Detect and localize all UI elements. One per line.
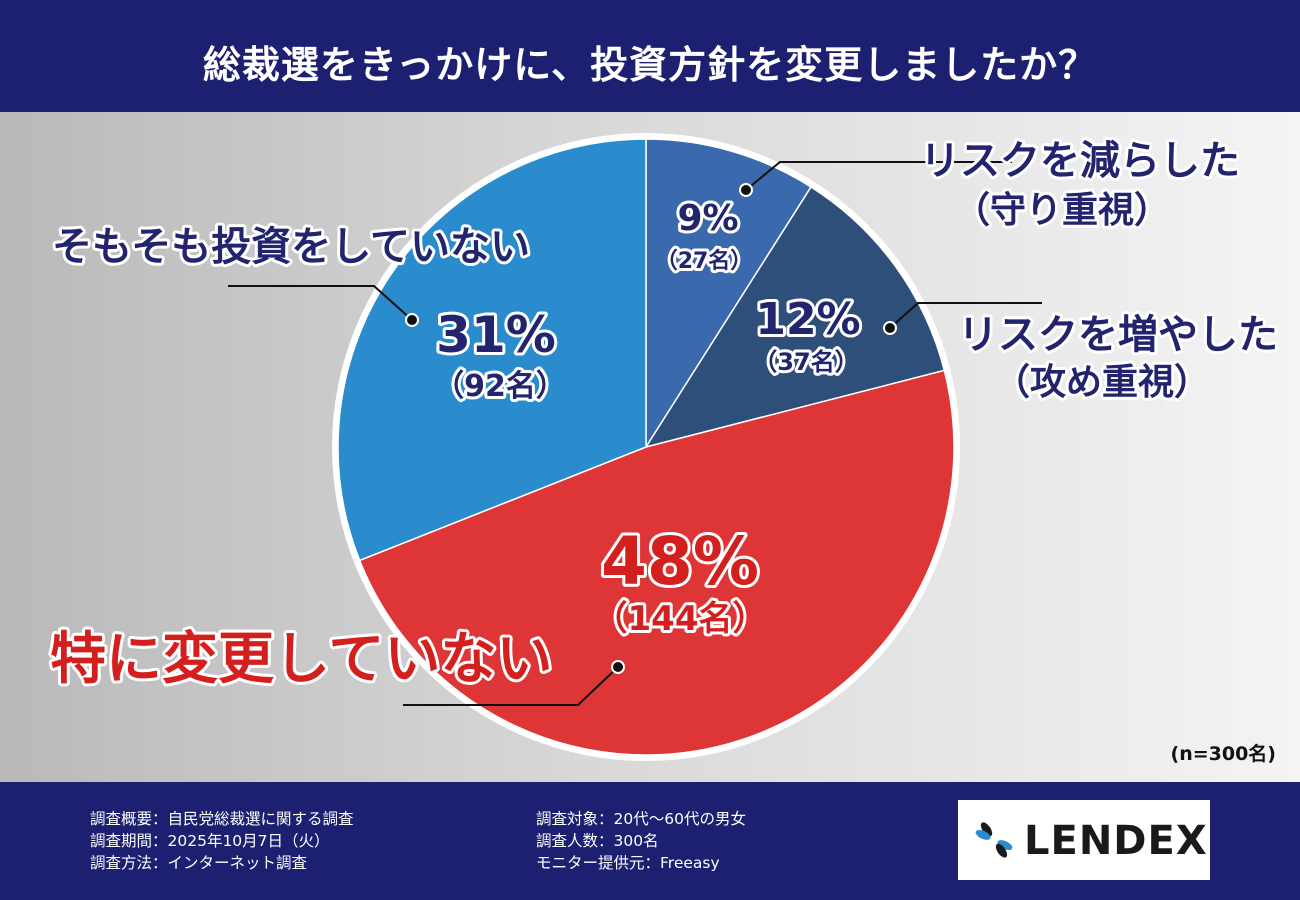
count-noinvest: （92名）: [434, 369, 566, 404]
noinvest-leader-dot: [405, 313, 419, 327]
label-reduce-line2: （守り重視）: [954, 190, 1170, 231]
label-reduce-line1: リスクを減らした: [920, 138, 1240, 184]
count-nochange: （144名）: [594, 599, 767, 639]
reduce-leader-dot: [739, 183, 753, 197]
survey-count: 調査人数：300名: [536, 832, 659, 850]
pie-slice-reduce: [645, 138, 813, 450]
count-reduce: （27名）: [656, 248, 753, 274]
sample-size-note: (n=300名): [1171, 742, 1276, 765]
increase-leader-dot: [883, 321, 897, 335]
survey-meta-right: 調査対象：20代〜60代の男女 調査人数：300名 モニター提供元：Freeas…: [536, 808, 746, 874]
reduce-leader-line: [745, 161, 1012, 191]
pie-slice-increase: [644, 185, 946, 449]
survey-summary: 調査概要：自民党総裁選に関する調査: [90, 810, 354, 828]
header: 総裁選をきっかけに、投資方針を変更しましたか？: [0, 0, 1300, 112]
label-noinvest: そもそも投資をしていない: [52, 224, 530, 270]
survey-provider: モニター提供元：Freeasy: [536, 854, 720, 872]
count-increase: （37名）: [753, 348, 858, 376]
label-increase-line2: （攻め重視）: [994, 362, 1210, 403]
logo: LENDEX: [958, 800, 1210, 880]
pct-nochange: 48%: [601, 523, 759, 600]
survey-period: 調査期間：2025年10月7日（火）: [90, 832, 330, 850]
survey-meta-left: 調査概要：自民党総裁選に関する調査 調査期間：2025年10月7日（火） 調査方…: [90, 808, 354, 874]
noinvest-leader-line: [228, 285, 413, 321]
pie-slice-noinvest: [337, 138, 647, 562]
chart-area: 9% （27名） リスクを減らした （守り重視） 12% （37名） リスクを増やした （攻め…: [0, 112, 1300, 782]
pct-noinvest: 31%: [436, 306, 556, 364]
pie-slice-nochange: [358, 369, 955, 756]
nochange-leader-line: [403, 666, 619, 706]
increase-leader-line: [889, 302, 1042, 329]
footer: 調査概要：自民党総裁選に関する調査 調査期間：2025年10月7日（火） 調査方…: [0, 782, 1300, 900]
lendex-mark-icon: [975, 822, 1013, 858]
survey-method: 調査方法：インターネット調査: [90, 854, 308, 872]
pct-reduce: 9%: [677, 198, 738, 239]
logo-text: LENDEX: [1024, 818, 1208, 864]
chart-title: 総裁選をきっかけに、投資方針を変更しましたか？: [202, 43, 1098, 87]
label-increase-line1: リスクを増やした: [958, 312, 1278, 358]
pct-increase: 12%: [755, 294, 860, 345]
survey-target: 調査対象：20代〜60代の男女: [536, 810, 746, 828]
pie-chart: 9% （27名） リスクを減らした （守り重視） 12% （37名） リスクを増やした（攻め…: [47, 133, 1281, 765]
label-nochange: 特に変更していない: [50, 627, 552, 692]
nochange-leader-dot: [611, 660, 625, 674]
